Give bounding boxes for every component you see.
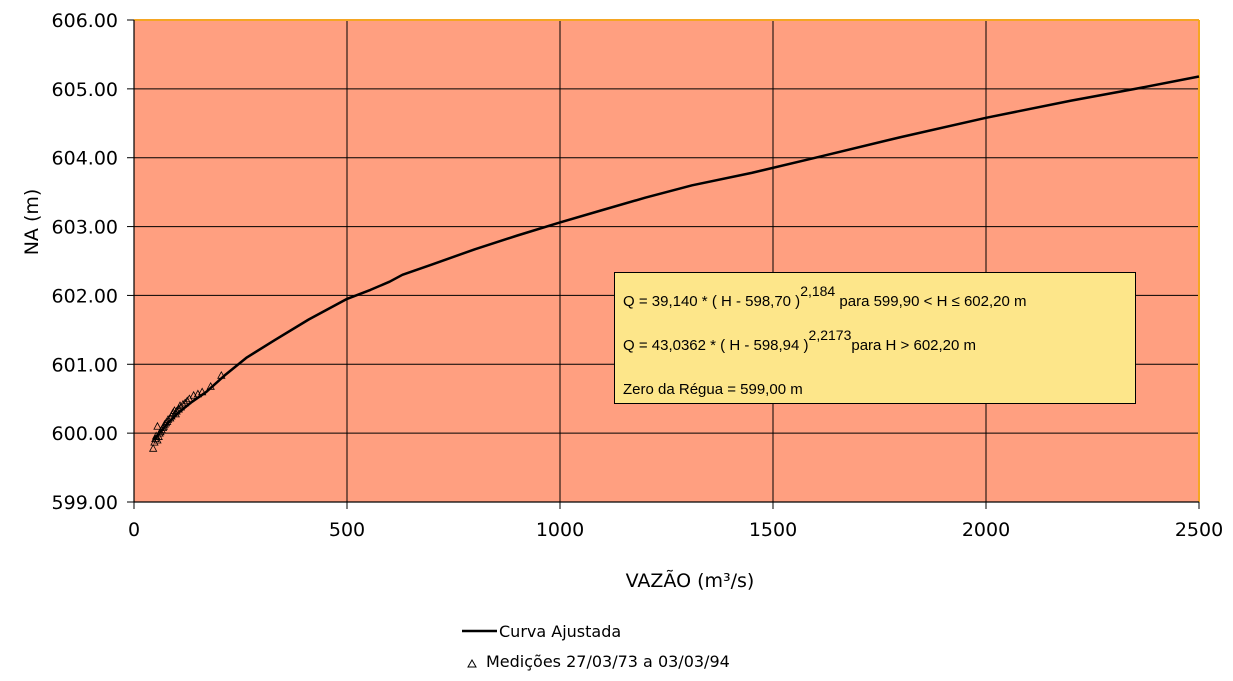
y-tick-label: 600.00: [52, 423, 118, 445]
y-axis-label: NA (m): [21, 189, 43, 256]
equation-2-condition: para H > 602,20 m: [851, 337, 977, 354]
y-tick-label: 602.00: [52, 285, 118, 307]
measurement-point: [160, 419, 169, 428]
measurement-point: [171, 409, 180, 418]
equation-line-2: Q = 43,0362 * ( H - 598,94 )2,2173para H…: [623, 327, 977, 354]
x-tick-label: 500: [329, 519, 365, 541]
measurement-point: [176, 402, 186, 411]
x-tick-label: 2500: [1175, 519, 1223, 541]
y-tick-label: 605.00: [52, 79, 118, 101]
y-tick-label: 604.00: [52, 148, 118, 170]
equation-2-main: Q = 43,0362 * ( H - 598,94 ): [623, 337, 809, 354]
y-tick-label: 606.00: [52, 10, 118, 32]
measurement-point: [153, 421, 162, 430]
measurement-point: [151, 434, 160, 443]
measurement-point: [183, 396, 192, 405]
x-tick-labels: 0 500 1000 1500 2000 2500: [128, 519, 1223, 541]
y-tick-label: 601.00: [52, 354, 118, 376]
equation-box: Q = 39,140 * ( H - 598,70 )2,184 para 59…: [614, 272, 1136, 404]
equation-2-exponent: 2,2173: [808, 327, 852, 343]
legend-label-curva: Curva Ajustada: [499, 622, 621, 641]
legend: Curva Ajustada Medições 27/03/73 a 03/03…: [462, 622, 730, 671]
y-tick-label: 599.00: [52, 492, 118, 514]
measurement-point: [180, 398, 190, 407]
equation-line-1: Q = 39,140 * ( H - 598,70 )2,184 para 59…: [623, 283, 1027, 310]
measurement-point: [172, 406, 181, 415]
zero-da-regua: Zero da Régua = 599,00 m: [623, 381, 803, 398]
x-tick-label: 0: [128, 519, 140, 541]
series-medicoes-markers: [149, 370, 226, 452]
legend-label-medicoes: Medições 27/03/73 a 03/03/94: [486, 652, 730, 671]
y-tick-labels: 599.00 600.00 601.00 602.00 603.00 604.00 605.…: [52, 10, 118, 514]
plot-area-background: [134, 20, 1199, 502]
x-tick-label: 1500: [749, 519, 797, 541]
x-tick-label: 2000: [962, 519, 1010, 541]
equation-line-3: Zero da Régua = 599,00 m: [623, 381, 803, 398]
measurement-point: [217, 370, 226, 379]
measurement-point: [149, 443, 158, 452]
measurement-point: [197, 387, 207, 396]
measurement-point: [206, 381, 215, 390]
x-axis-label: VAZÃO (m³/s): [626, 569, 755, 592]
x-tick-label: 1000: [536, 519, 584, 541]
equation-1-exponent: 2,184: [800, 283, 836, 299]
equation-1-main: Q = 39,140 * ( H - 598,70 ): [623, 293, 801, 310]
legend-triangle-swatch: [467, 658, 477, 668]
tick-marks: [127, 19, 1200, 509]
equation-1-condition: para 599,90 < H ≤ 602,20 m: [835, 293, 1027, 310]
y-tick-label: 603.00: [52, 217, 118, 239]
